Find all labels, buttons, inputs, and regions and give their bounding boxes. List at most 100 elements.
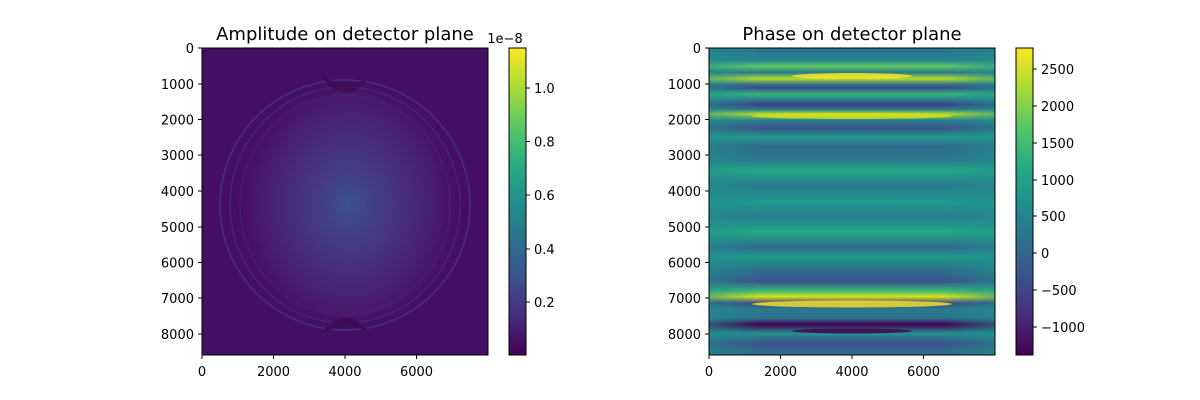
svg-text:0.4: 0.4 [534, 243, 555, 258]
svg-text:5000: 5000 [161, 221, 194, 236]
x-tick: 4000 [328, 355, 362, 380]
y-tick: 5000 [161, 221, 202, 236]
svg-text:2000: 2000 [764, 365, 797, 380]
colorbar-tick: 1000 [1033, 174, 1074, 189]
svg-text:4000: 4000 [161, 185, 194, 200]
colorbar-tick: 0.8 [526, 136, 555, 151]
y-tick: 2000 [161, 114, 202, 129]
svg-text:4000: 4000 [328, 365, 361, 380]
amplitude-colorbar: 1e−8 0.2 0.4 0.6 0.8 1.0 [487, 32, 555, 356]
svg-text:0: 0 [693, 42, 701, 57]
svg-text:6000: 6000 [161, 257, 194, 272]
phase-dark-band-bottom [792, 328, 912, 334]
svg-text:2500: 2500 [1041, 63, 1074, 78]
colorbar-tick: 0 [1033, 247, 1049, 262]
svg-text:0: 0 [705, 365, 713, 380]
svg-text:8000: 8000 [161, 328, 194, 343]
svg-text:6000: 6000 [907, 365, 940, 380]
colorbar-gradient [508, 47, 527, 356]
x-tick: 2000 [764, 355, 797, 380]
amplitude-bright-region [239, 75, 459, 335]
amplitude-ring-inner [239, 94, 451, 316]
svg-text:1.0: 1.0 [534, 82, 555, 97]
colorbar-tick: 1.0 [526, 82, 555, 97]
svg-text:2000: 2000 [1041, 100, 1074, 115]
colorbar-tick: 2500 [1033, 63, 1074, 78]
y-tick: 8000 [161, 328, 202, 343]
phase-hot-band-upper [752, 113, 952, 119]
amplitude-y-axis: 0 1000 2000 3000 4000 5000 6000 7000 800… [161, 42, 202, 343]
y-tick: 8000 [668, 328, 709, 343]
svg-text:1000: 1000 [161, 78, 194, 93]
svg-text:5000: 5000 [668, 221, 701, 236]
phase-hot-band-top [792, 73, 912, 79]
phase-colorbar: −1000 −500 0 500 1000 1500 2000 2500 [1015, 47, 1085, 356]
y-tick: 6000 [668, 257, 709, 272]
svg-text:0: 0 [198, 365, 206, 380]
phase-panel: Phase on detector plane 0 2000 4000 6000… [668, 24, 1085, 380]
y-tick: 5000 [668, 221, 709, 236]
svg-text:−1000: −1000 [1041, 321, 1085, 336]
svg-text:0: 0 [186, 42, 194, 57]
colorbar-tick: 0.4 [526, 243, 555, 258]
amplitude-ring-outer [219, 79, 471, 331]
svg-text:1500: 1500 [1041, 137, 1074, 152]
svg-text:2000: 2000 [668, 114, 701, 129]
y-tick: 3000 [161, 149, 202, 164]
amplitude-top-lobe [320, 75, 372, 93]
colorbar-gradient [1015, 47, 1034, 356]
svg-text:7000: 7000 [161, 292, 194, 307]
x-tick: 4000 [835, 355, 869, 380]
x-tick: 2000 [257, 355, 290, 380]
amplitude-x-axis: 0 2000 4000 6000 [198, 355, 433, 380]
svg-text:0.8: 0.8 [534, 136, 555, 151]
x-tick: 0 [705, 355, 713, 380]
x-tick: 0 [198, 355, 206, 380]
phase-y-axis: 0 1000 2000 3000 4000 5000 6000 7000 800… [668, 42, 709, 343]
x-tick: 6000 [907, 355, 940, 380]
svg-text:500: 500 [1041, 210, 1066, 225]
amplitude-panel: Amplitude on detector plane 0 2000 4000 … [161, 24, 555, 380]
y-tick: 4000 [161, 185, 202, 200]
colorbar-tick: 0.6 [526, 189, 555, 204]
svg-text:6000: 6000 [400, 365, 433, 380]
y-tick: 0 [186, 42, 202, 57]
colorbar-tick: −1000 [1033, 321, 1085, 336]
x-tick: 6000 [400, 355, 433, 380]
y-tick: 4000 [668, 185, 709, 200]
y-tick: 1000 [668, 78, 709, 93]
phase-title: Phase on detector plane [742, 24, 961, 45]
colorbar-tick: −500 [1033, 284, 1077, 299]
svg-text:0.2: 0.2 [534, 296, 555, 311]
colorbar-tick: 2000 [1033, 100, 1074, 115]
y-tick: 3000 [668, 149, 709, 164]
colorbar-tick: 0.2 [526, 296, 555, 311]
svg-text:8000: 8000 [668, 328, 701, 343]
y-tick: 1000 [161, 78, 202, 93]
phase-hot-band-lower [752, 300, 952, 308]
svg-text:7000: 7000 [668, 292, 701, 307]
svg-text:−500: −500 [1041, 284, 1077, 299]
colorbar-offset-label: 1e−8 [487, 32, 522, 47]
svg-text:0.6: 0.6 [534, 189, 555, 204]
colorbar-tick: 500 [1033, 210, 1066, 225]
colorbar-tick: 1500 [1033, 137, 1074, 152]
svg-text:3000: 3000 [161, 149, 194, 164]
y-tick: 0 [693, 42, 709, 57]
svg-text:4000: 4000 [835, 365, 868, 380]
y-tick: 6000 [161, 257, 202, 272]
svg-text:1000: 1000 [668, 78, 701, 93]
svg-text:2000: 2000 [257, 365, 290, 380]
svg-text:3000: 3000 [668, 149, 701, 164]
amplitude-heatmap [202, 48, 488, 355]
y-tick: 7000 [161, 292, 202, 307]
svg-text:1000: 1000 [1041, 174, 1074, 189]
amplitude-title: Amplitude on detector plane [216, 24, 474, 45]
svg-text:0: 0 [1041, 247, 1049, 262]
amplitude-bottom-lobe [320, 317, 372, 335]
phase-x-axis: 0 2000 4000 6000 [705, 355, 940, 380]
svg-text:4000: 4000 [668, 185, 701, 200]
phase-heatmap [709, 48, 995, 355]
svg-text:6000: 6000 [668, 257, 701, 272]
